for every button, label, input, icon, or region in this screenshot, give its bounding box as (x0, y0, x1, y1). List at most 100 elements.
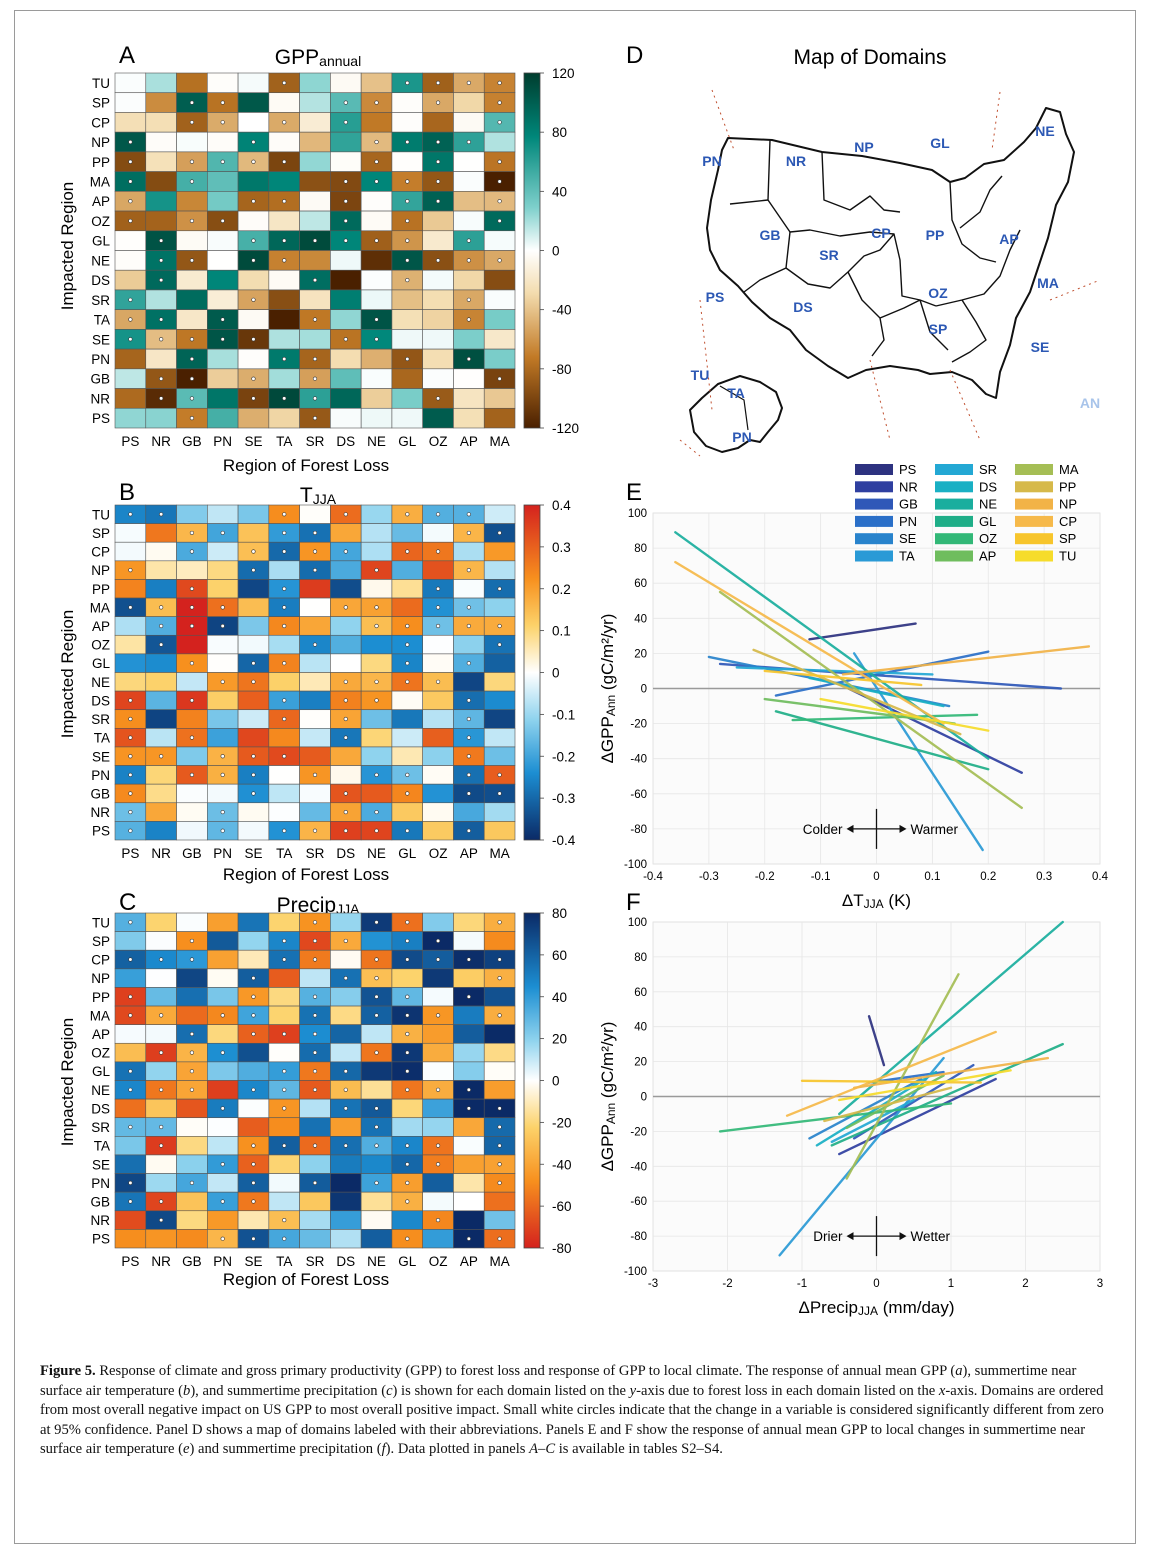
heatmap-cell (145, 1098, 177, 1119)
colorbar-tick-label: -0.1 (552, 707, 575, 722)
heatmap-cell (299, 709, 331, 729)
heatmap-cell (299, 1098, 331, 1119)
legend-swatch (935, 464, 973, 475)
y-axis-label-unit: (gC/m²/yr) (598, 614, 617, 695)
significance-dot (466, 512, 471, 517)
map-region-label: NP (854, 139, 873, 155)
heatmap-cell (299, 1154, 331, 1174)
heatmap-cell (299, 72, 331, 94)
heatmap-cell (268, 269, 300, 291)
significance-dot (374, 337, 379, 342)
significance-dot (282, 1106, 287, 1111)
row-label: SE (92, 749, 110, 764)
col-label: TA (276, 846, 292, 861)
x-tick-label: -0.2 (755, 871, 775, 883)
heatmap-cell (330, 72, 362, 94)
significance-dot (251, 1031, 256, 1037)
significance-dot (405, 920, 410, 925)
significance-dot (405, 661, 410, 666)
heatmap-cell (299, 151, 331, 172)
heatmap-cell (391, 579, 423, 599)
legend-label: NP (1059, 497, 1077, 512)
figure-caption: Figure 5. Response of climate and gross … (40, 1362, 1115, 1460)
map-dotted-line (679, 89, 1101, 457)
caption-italic: y (629, 1382, 637, 1399)
colorbar-tick-label: -20 (552, 1115, 572, 1130)
row-label: CP (91, 115, 110, 130)
heatmap-cell (207, 1136, 239, 1156)
row-label: GL (92, 1064, 111, 1079)
heatmap-cell (145, 968, 177, 988)
heatmap-cell (391, 968, 423, 988)
significance-dot (159, 512, 164, 517)
heatmap-cell (360, 1191, 393, 1212)
heatmap-cell (453, 269, 485, 291)
heatmap-cell (207, 72, 239, 94)
heatmap-cell (330, 368, 362, 389)
significance-dot (251, 661, 256, 666)
series-line-np (841, 645, 1091, 676)
significance-dot (312, 530, 318, 536)
significance-dot (435, 199, 441, 204)
significance-dot (312, 1180, 318, 1185)
heatmap-cell (207, 269, 239, 291)
heatmap-cell (237, 728, 270, 748)
significance-dot (128, 1180, 133, 1185)
caption-text: ) is shown for each domain listed on the (392, 1382, 630, 1399)
significance-dot (282, 512, 287, 517)
significance-dot (251, 199, 256, 204)
heatmap-cell (176, 1154, 208, 1174)
significance-dot (343, 1106, 348, 1111)
significance-dot (405, 1162, 410, 1167)
heatmap-cell (330, 634, 362, 655)
heatmap-cell (114, 250, 147, 271)
heatmap-cell (268, 634, 300, 655)
significance-dot (466, 1236, 471, 1241)
significance-dot (220, 605, 225, 610)
row-label: SP (92, 934, 110, 949)
colorbar-tick-label: -80 (552, 1241, 572, 1256)
colorbar-c (523, 912, 541, 1249)
x-tick-label: -1 (797, 1278, 807, 1290)
significance-dot (282, 661, 287, 666)
heatmap-cell (114, 407, 147, 429)
significance-dot (220, 100, 225, 105)
x-tick-label: -3 (648, 1278, 658, 1290)
significance-dot (159, 1124, 164, 1130)
heatmap-cell (268, 783, 300, 804)
heatmap-cell (299, 728, 331, 748)
significance-dot (189, 120, 195, 125)
col-label: TA (276, 434, 292, 449)
significance-dot (282, 120, 287, 125)
row-label: SR (91, 1120, 110, 1135)
row-label: PN (91, 1176, 110, 1191)
heatmap-cell (145, 821, 177, 841)
map-region-label: SP (929, 321, 948, 337)
row-label: PS (92, 1232, 110, 1247)
heatmap-cell (330, 269, 362, 291)
heatmap-cell (114, 92, 147, 113)
significance-dot (343, 549, 348, 554)
significance-dot (343, 1087, 348, 1092)
significance-dot (405, 1180, 410, 1185)
heatmap-cell (330, 1229, 362, 1249)
legend-swatch (1015, 498, 1053, 510)
heatmap-cell (422, 348, 454, 370)
significance-dot (374, 1180, 379, 1185)
col-label: AP (460, 434, 478, 449)
significance-dot (189, 1050, 195, 1055)
significance-dot (405, 679, 410, 684)
heatmap-cell (330, 151, 362, 172)
heatmap-cell (422, 802, 454, 822)
significance-dot (405, 512, 410, 517)
heatmap-cell (453, 407, 485, 429)
significance-dot (282, 1087, 287, 1092)
significance-dot (282, 396, 287, 401)
legend-swatch (935, 498, 973, 510)
heatmap-cell (237, 709, 270, 729)
row-label: SP (92, 96, 110, 111)
heatmap-cell (237, 309, 270, 330)
col-label: SE (244, 846, 262, 861)
col-label: TA (276, 1254, 292, 1269)
row-label: OZ (91, 214, 110, 229)
